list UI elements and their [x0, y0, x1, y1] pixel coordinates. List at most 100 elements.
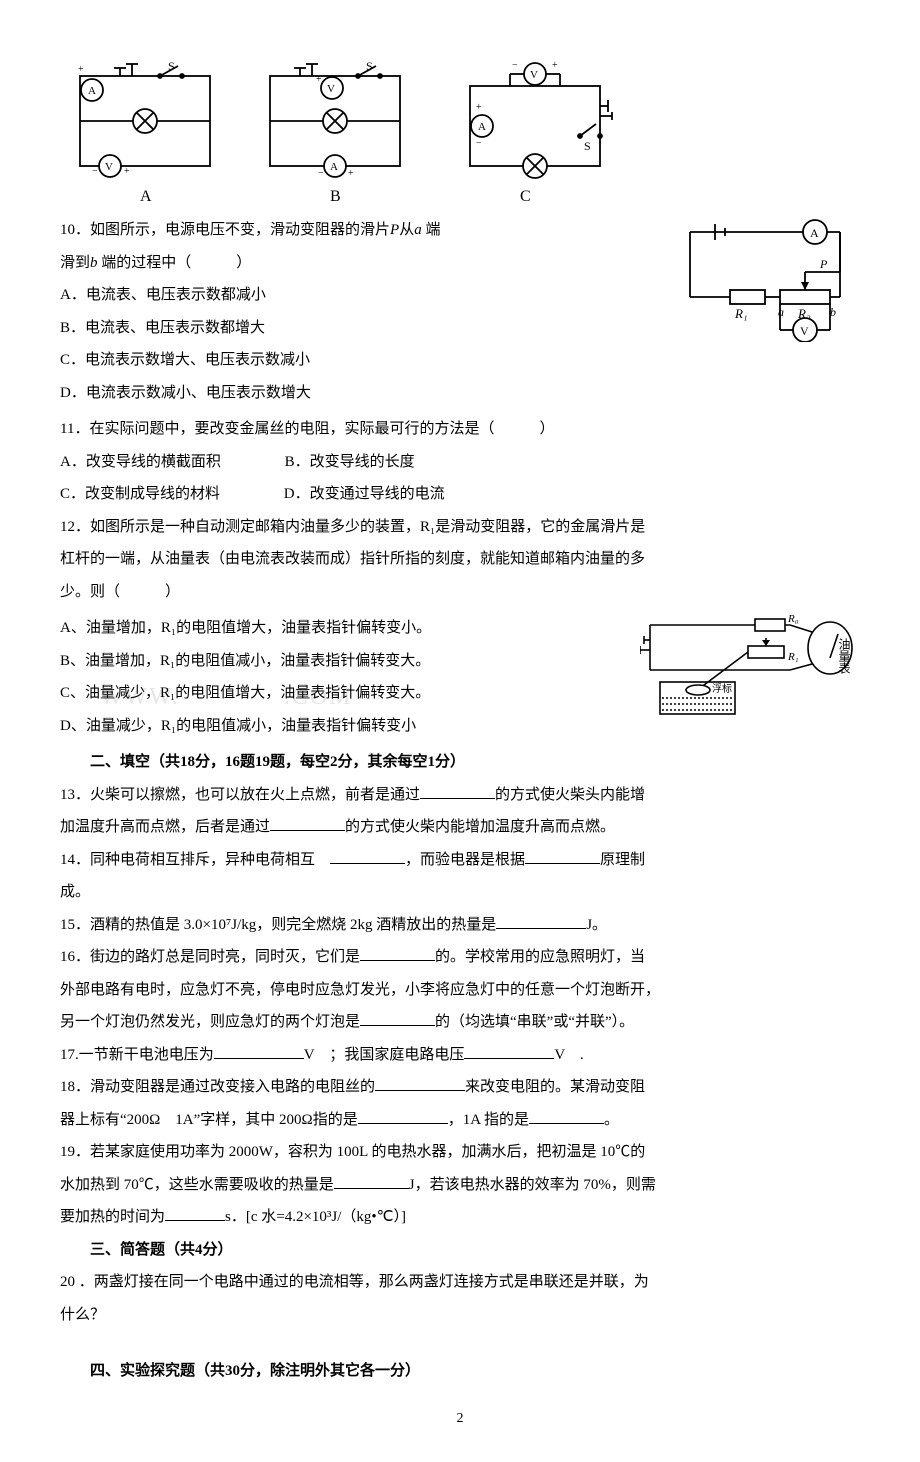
svg-text:P: P [819, 257, 828, 271]
q17-a: 17.一节新干电池电压为 [60, 1047, 214, 1063]
section4-title: 四、实验探究题（共30分，除注明外其它各一分） [60, 1357, 860, 1386]
q18-l2: 器上标有“200Ω 1A”字样，其中 200Ω指的是 ，1A 指的是 。 [60, 1106, 860, 1135]
svg-text:+: + [124, 166, 130, 177]
section2-title: 二、填空（共18分，16题19题，每空2分，其余每空1分） [60, 748, 860, 777]
q11-optC: C．改变制成导线的材料 [60, 486, 220, 502]
three-circuits-svg: S A + V −+ S V + A −+ [60, 56, 620, 206]
label-C: C [520, 188, 531, 205]
q18-b: 来改变电阻的。某滑动变阻 [465, 1079, 645, 1095]
q15: 15．酒精的热值是 3.0×10⁷J/kg，则完全燃烧 2kg 酒精放出的热量是… [60, 911, 860, 940]
q18-l1: 18．滑动变阻器是通过改变接入电路的电阻丝的 来改变电阻的。某滑动变阻 [60, 1073, 860, 1102]
q14-l2: 成。 [60, 878, 860, 907]
svg-text:V: V [105, 161, 113, 173]
q18-c: 器上标有“200Ω 1A”字样，其中 200Ω指的是 [60, 1112, 358, 1128]
label-A: A [140, 188, 152, 205]
q19-l3: 要加热的时间为s．[c 水=4.2×10³J/（kg•℃）] [60, 1203, 860, 1232]
q16-l2: 外部电路有电时，应急灯不亮，停电时应急灯发光，小李将应急灯中的任意一个灯泡断开， [60, 976, 860, 1005]
svg-text:R₁: R₁ [787, 651, 799, 663]
q19-l2: 水加热到 70℃，这些水需要吸收的热量是 J，若该电热水器的效率为 70%，则需 [60, 1171, 860, 1200]
q9-figures: S A + V −+ S V + A −+ [60, 56, 860, 206]
q13-l1: 13．火柴可以擦燃，也可以放在火上点燃，前者是通过 的方式使火柴头内能增 [60, 781, 860, 810]
q17-c: V . [554, 1047, 583, 1063]
blank [330, 848, 405, 864]
q10-mid2: 端 [422, 222, 441, 238]
q10-line1: 10．如图所示，电源电压不变，滑动变阻器的滑片P从a 端 [60, 216, 670, 245]
svg-text:+: + [78, 64, 84, 75]
q10-l2b: 端的过程中（ ） [98, 255, 252, 271]
svg-text:R₀: R₀ [787, 613, 799, 625]
svg-text:油量表: 油量表 [837, 638, 851, 674]
q13-a: 13．火柴可以擦燃，也可以放在火上点燃，前者是通过 [60, 787, 420, 803]
q10-stem: 10．如图所示，电源电压不变，滑动变阻器的滑片 [60, 222, 390, 238]
svg-text:+: + [476, 102, 482, 113]
q17: 17.一节新干电池电压为 V ；我国家庭电路电压 V . [60, 1041, 860, 1070]
q12-optA: A、油量增加，R₁的电阻值增大，油量表指针偏转变小。 [60, 614, 640, 643]
svg-text:−: − [318, 168, 324, 179]
q20-l2: 什么？ [60, 1301, 860, 1330]
svg-text:b: b [830, 305, 836, 319]
blank [464, 1043, 554, 1059]
blank [375, 1075, 465, 1091]
q13-b: 的方式使火柴头内能增 [495, 787, 645, 803]
blank [360, 1010, 435, 1026]
blank [214, 1043, 304, 1059]
q12-l3: 少。则（ ） [60, 578, 860, 607]
q10-a: a [414, 222, 422, 238]
q16-b: 的。学校常用的应急照明灯，当 [435, 949, 645, 965]
q15-a: 15．酒精的热值是 3.0×10⁷J/kg，则完全燃烧 2kg 酒精放出的热量是 [60, 917, 496, 933]
q16-e: 的（均选填“串联”或“并联”）。 [435, 1014, 634, 1030]
blank [270, 815, 345, 831]
q10-mid1: 从 [399, 222, 414, 238]
blank [529, 1108, 604, 1124]
q13-c: 加温度升高而点燃，后者是通过 [60, 819, 270, 835]
svg-text:V: V [530, 69, 538, 81]
q12-l2: 杠杆的一端，从油量表（由电流表改装而成）指针所指的刻度，就能知道邮箱内油量的多 [60, 545, 860, 574]
svg-text:R₁: R₁ [734, 306, 747, 321]
q18-a: 18．滑动变阻器是通过改变接入电路的电阻丝的 [60, 1079, 375, 1095]
svg-text:浮标: 浮标 [712, 683, 732, 695]
blank [525, 848, 600, 864]
svg-text:S: S [168, 59, 175, 73]
svg-text:S: S [366, 59, 373, 73]
q11-optB: B．改变导线的长度 [285, 454, 415, 470]
page-number: 2 [60, 1406, 860, 1433]
blank [420, 783, 495, 799]
q12-optD: D、油量减少，R₁的电阻值减小，油量表指针偏转变小 [60, 712, 640, 741]
q13-l2: 加温度升高而点燃，后者是通过 的方式使火柴内能增加温度升高而点燃。 [60, 813, 860, 842]
q11-stem: 11．在实际问题中，要改变金属丝的电阻，实际最可行的方法是（ ） [60, 415, 860, 444]
svg-text:V: V [327, 83, 335, 95]
q16-d: 另一个灯泡仍然发光，则应急灯的两个灯泡是 [60, 1014, 360, 1030]
q10-optC: C．电流表示数增大、电压表示数减小 [60, 346, 670, 375]
q19-d: 要加热的时间为 [60, 1209, 165, 1225]
section3-title: 三、简答题（共4分） [60, 1236, 860, 1265]
q18-d: ，1A 指的是 [448, 1112, 529, 1128]
q10-line2: 滑到b 端的过程中（ ） [60, 249, 670, 278]
blank [165, 1205, 225, 1221]
blank [358, 1108, 448, 1124]
q19-c: J，若该电热水器的效率为 70%，则需 [409, 1177, 656, 1193]
q19-l1: 19．若某家庭使用功率为 2000W，容积为 100L 的电热水器，加满水后，把… [60, 1138, 860, 1167]
q10-b: b [90, 255, 98, 271]
svg-text:A: A [478, 121, 486, 133]
q11-row1: A．改变导线的横截面积 B．改变导线的长度 [60, 448, 860, 477]
q19-b: 水加热到 70℃，这些水需要吸收的热量是 [60, 1177, 334, 1193]
blank [496, 913, 586, 929]
blank [334, 1173, 409, 1189]
q16-a: 16．街边的路灯总是同时亮，同时灭，它们是 [60, 949, 360, 965]
q12-optB: B、油量增加，R₁的电阻值减小，油量表指针偏转变大。 [60, 647, 640, 676]
q14-a: 14．同种电荷相互排斥，异种电荷相互 [60, 852, 330, 868]
q10-optD: D．电流表示数减小、电压表示数增大 [60, 379, 670, 408]
q12-l1: 12．如图所示是一种自动测定邮箱内油量多少的装置，R₁是滑动变阻器，它的金属滑片… [60, 513, 860, 542]
q13-d: 的方式使火柴内能增加温度升高而点燃。 [345, 819, 615, 835]
q18-e: 。 [604, 1112, 619, 1128]
svg-text:S: S [584, 139, 591, 153]
q16-l1: 16．街边的路灯总是同时亮，同时灭，它们是 的。学校常用的应急照明灯，当 [60, 943, 860, 972]
q11-optA: A．改变导线的横截面积 [60, 454, 221, 470]
q11-row2: C．改变制成导线的材料 D．改变通过导线的电流 [60, 480, 860, 509]
svg-text:A: A [810, 226, 819, 240]
blank [360, 945, 435, 961]
q17-b: V ；我国家庭电路电压 [304, 1047, 465, 1063]
svg-text:+: + [316, 74, 322, 85]
svg-text:a: a [778, 305, 784, 319]
q10-P: P [390, 222, 399, 238]
